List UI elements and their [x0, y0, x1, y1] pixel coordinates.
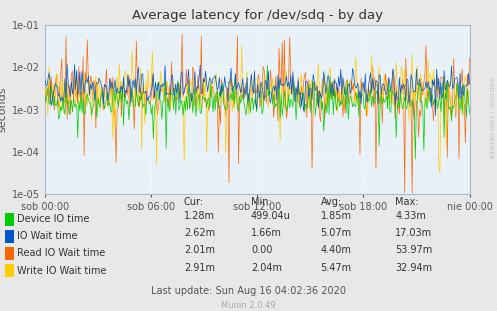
Text: 4.40m: 4.40m — [321, 245, 351, 255]
Text: Munin 2.0.49: Munin 2.0.49 — [221, 301, 276, 310]
Text: 2.04m: 2.04m — [251, 262, 282, 272]
Text: 1.28m: 1.28m — [184, 211, 215, 221]
Text: Max:: Max: — [395, 197, 418, 207]
Text: 5.47m: 5.47m — [321, 262, 352, 272]
Text: 53.97m: 53.97m — [395, 245, 432, 255]
Text: Min:: Min: — [251, 197, 272, 207]
Text: Device IO time: Device IO time — [17, 214, 90, 224]
Text: 4.33m: 4.33m — [395, 211, 426, 221]
Text: Last update: Sun Aug 16 04:02:36 2020: Last update: Sun Aug 16 04:02:36 2020 — [151, 286, 346, 296]
Title: Average latency for /dev/sdq - by day: Average latency for /dev/sdq - by day — [132, 9, 383, 22]
Text: 0.00: 0.00 — [251, 245, 272, 255]
Text: RRDTOOL / TOBI OETIKER: RRDTOOL / TOBI OETIKER — [488, 78, 493, 159]
Text: Avg:: Avg: — [321, 197, 342, 207]
Text: Cur:: Cur: — [184, 197, 204, 207]
Text: 32.94m: 32.94m — [395, 262, 432, 272]
Y-axis label: seconds: seconds — [0, 87, 7, 132]
Text: Read IO Wait time: Read IO Wait time — [17, 248, 106, 258]
Text: Write IO Wait time: Write IO Wait time — [17, 266, 107, 276]
Text: IO Wait time: IO Wait time — [17, 231, 78, 241]
Text: 5.07m: 5.07m — [321, 228, 352, 238]
Text: 2.01m: 2.01m — [184, 245, 215, 255]
Text: 17.03m: 17.03m — [395, 228, 432, 238]
Text: 1.66m: 1.66m — [251, 228, 282, 238]
Text: 2.62m: 2.62m — [184, 228, 215, 238]
Text: 1.85m: 1.85m — [321, 211, 351, 221]
Text: 2.91m: 2.91m — [184, 262, 215, 272]
Text: 499.04u: 499.04u — [251, 211, 291, 221]
